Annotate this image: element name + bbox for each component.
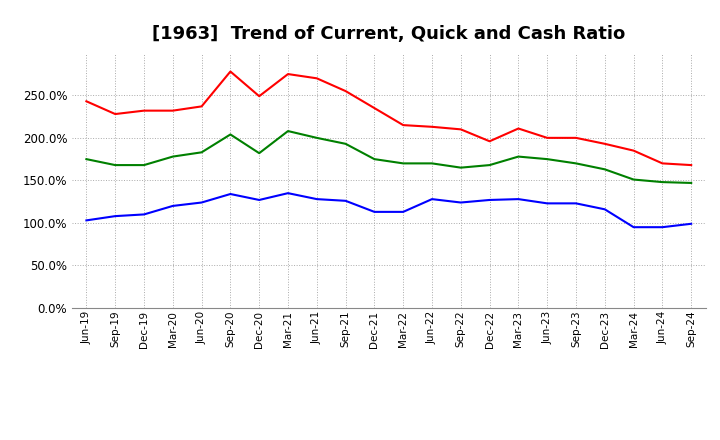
Quick Ratio: [543, 157, 552, 162]
Quick Ratio: [485, 162, 494, 168]
Current Ratio: [514, 126, 523, 131]
Current Ratio: [687, 162, 696, 168]
Current Ratio: [140, 108, 148, 113]
Current Ratio: [543, 135, 552, 140]
Current Ratio: [399, 122, 408, 128]
Quick Ratio: [370, 157, 379, 162]
Current Ratio: [600, 141, 609, 147]
Cash Ratio: [543, 201, 552, 206]
Quick Ratio: [629, 177, 638, 182]
Cash Ratio: [629, 224, 638, 230]
Cash Ratio: [284, 191, 292, 196]
Cash Ratio: [370, 209, 379, 215]
Cash Ratio: [255, 197, 264, 202]
Cash Ratio: [399, 209, 408, 215]
Current Ratio: [629, 148, 638, 153]
Quick Ratio: [284, 128, 292, 134]
Quick Ratio: [255, 150, 264, 156]
Quick Ratio: [428, 161, 436, 166]
Cash Ratio: [428, 197, 436, 202]
Cash Ratio: [82, 218, 91, 223]
Quick Ratio: [572, 161, 580, 166]
Cash Ratio: [456, 200, 465, 205]
Cash Ratio: [168, 203, 177, 209]
Cash Ratio: [226, 191, 235, 197]
Current Ratio: [572, 135, 580, 140]
Current Ratio: [485, 139, 494, 144]
Line: Quick Ratio: Quick Ratio: [86, 131, 691, 183]
Quick Ratio: [658, 180, 667, 185]
Line: Current Ratio: Current Ratio: [86, 72, 691, 165]
Quick Ratio: [168, 154, 177, 159]
Quick Ratio: [226, 132, 235, 137]
Quick Ratio: [140, 162, 148, 168]
Current Ratio: [82, 99, 91, 104]
Quick Ratio: [514, 154, 523, 159]
Quick Ratio: [399, 161, 408, 166]
Current Ratio: [284, 71, 292, 77]
Quick Ratio: [456, 165, 465, 170]
Cash Ratio: [485, 197, 494, 202]
Cash Ratio: [658, 224, 667, 230]
Current Ratio: [226, 69, 235, 74]
Quick Ratio: [82, 157, 91, 162]
Quick Ratio: [600, 167, 609, 172]
Current Ratio: [428, 124, 436, 129]
Current Ratio: [197, 104, 206, 109]
Cash Ratio: [514, 197, 523, 202]
Title: [1963]  Trend of Current, Quick and Cash Ratio: [1963] Trend of Current, Quick and Cash …: [152, 25, 626, 43]
Cash Ratio: [341, 198, 350, 203]
Current Ratio: [658, 161, 667, 166]
Cash Ratio: [312, 197, 321, 202]
Line: Cash Ratio: Cash Ratio: [86, 193, 691, 227]
Quick Ratio: [197, 150, 206, 155]
Quick Ratio: [312, 135, 321, 140]
Quick Ratio: [341, 141, 350, 147]
Current Ratio: [255, 94, 264, 99]
Current Ratio: [341, 88, 350, 94]
Cash Ratio: [111, 213, 120, 219]
Cash Ratio: [687, 221, 696, 227]
Cash Ratio: [140, 212, 148, 217]
Quick Ratio: [111, 162, 120, 168]
Current Ratio: [370, 106, 379, 111]
Current Ratio: [456, 127, 465, 132]
Cash Ratio: [197, 200, 206, 205]
Current Ratio: [312, 76, 321, 81]
Cash Ratio: [600, 207, 609, 212]
Current Ratio: [168, 108, 177, 113]
Current Ratio: [111, 111, 120, 117]
Cash Ratio: [572, 201, 580, 206]
Quick Ratio: [687, 180, 696, 186]
